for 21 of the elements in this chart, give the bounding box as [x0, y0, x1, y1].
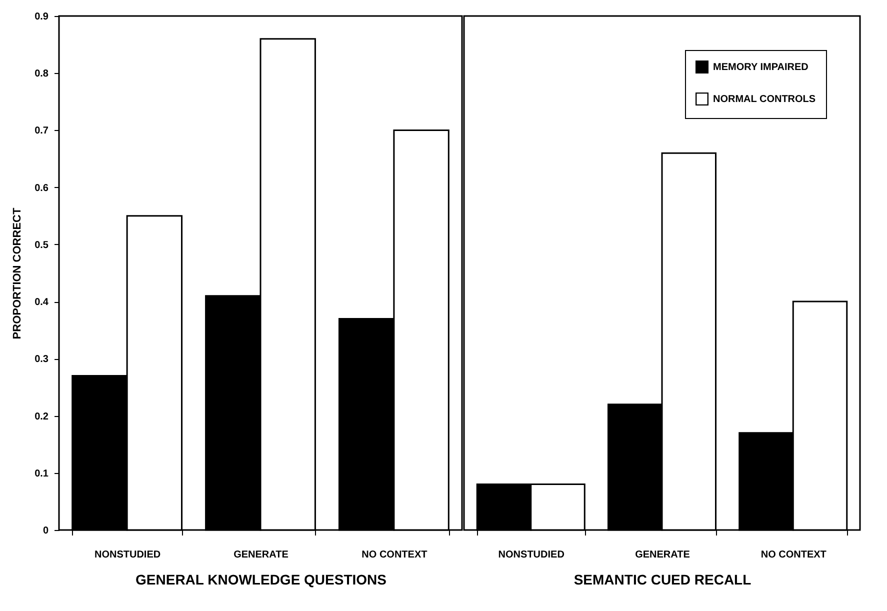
- y-tick-label: 0.8: [34, 68, 49, 80]
- x-tick-label: NO CONTEXT: [760, 550, 826, 560]
- x-tick-label: GENERATE: [635, 550, 690, 560]
- x-tick-label: GENERATE: [234, 550, 289, 560]
- x-axis-title: GENERAL KNOWLEDGE QUESTIONS: [136, 572, 386, 588]
- y-tick-label: 0.2: [34, 411, 49, 422]
- y-tick-label: 0.6: [34, 182, 49, 194]
- y-tick-label: 0.9: [34, 12, 49, 22]
- x-tick-label: NO CONTEXT: [362, 550, 428, 560]
- legend-label: NORMAL CONTROLS: [713, 94, 816, 105]
- x-axis-title: SEMANTIC CUED RECALL: [574, 572, 752, 588]
- x-tick-label: NONSTUDIED: [498, 550, 564, 560]
- y-tick-label: 0.4: [34, 297, 49, 308]
- y-axis-title: PROPORTION CORRECT: [12, 208, 24, 340]
- y-tick-label: 0.1: [34, 468, 49, 480]
- y-tick-label: 0.5: [34, 240, 49, 251]
- x-tick-label: NONSTUDIED: [94, 550, 161, 560]
- legend-label: MEMORY IMPAIRED: [713, 62, 808, 73]
- y-tick-label: 0: [42, 526, 49, 536]
- y-tick-label: 0.7: [34, 126, 49, 137]
- y-tick-label: 0.3: [34, 354, 49, 366]
